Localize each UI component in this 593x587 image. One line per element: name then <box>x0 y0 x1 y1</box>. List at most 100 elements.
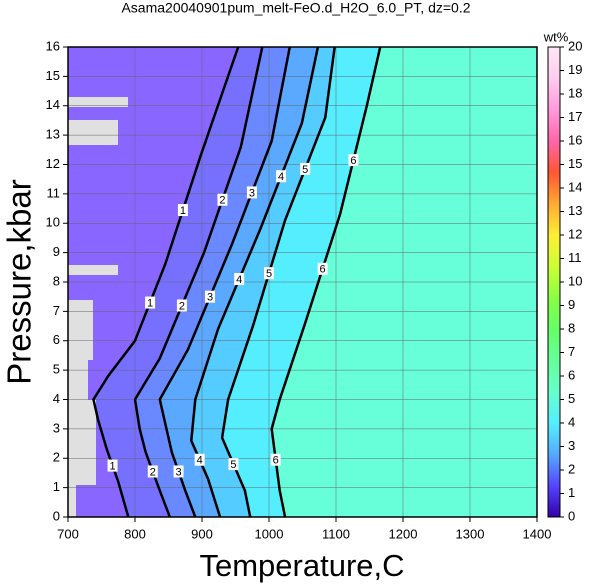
y-tick-label: 13 <box>46 127 60 142</box>
y-tick-label: 12 <box>46 156 60 171</box>
x-axis-label: Temperature,C <box>199 548 404 583</box>
y-tick-label: 9 <box>53 244 60 259</box>
colorbar-tick-label: 5 <box>568 391 575 406</box>
contour-label: 3 <box>207 292 213 304</box>
contour-label-box <box>234 273 245 286</box>
y-tick-label: 4 <box>53 391 60 406</box>
y-tick-label: 6 <box>53 332 60 347</box>
colorbar-tick-label: 8 <box>568 320 575 335</box>
x-tick-label: 1100 <box>322 526 350 541</box>
contour-label: 6 <box>320 264 326 276</box>
x-tick-label: 1400 <box>523 526 552 541</box>
colorbar-tick-label: 11 <box>568 250 582 265</box>
colorbar-tick-label: 6 <box>568 367 575 382</box>
contour-label-box <box>205 290 216 303</box>
colorbar-tick-label: 13 <box>568 203 582 218</box>
no-data-patch <box>68 485 76 517</box>
colorbar-label: wt% <box>543 29 569 44</box>
contour-label: 5 <box>302 164 308 176</box>
contour-label: 3 <box>249 187 255 199</box>
x-tick-label: 1000 <box>255 526 284 541</box>
colorbar-tick-label: 10 <box>568 273 582 288</box>
colorbar-tick-label: 20 <box>568 38 582 53</box>
contour-line <box>270 47 382 517</box>
plot-area: 1 1 1 2 2 2 3 3 3 4 4 4 5 5 5 6 6 6 <box>68 47 537 517</box>
contour-label: 4 <box>197 455 203 467</box>
contour-label: 5 <box>230 459 236 471</box>
y-tick-label: 14 <box>46 97 60 112</box>
x-tick-label: 1200 <box>389 526 418 541</box>
overlay: 700 800 900 1000 1100 1200 1300 140001234567891… <box>46 38 583 541</box>
colorbar-tick-label: 17 <box>568 109 582 124</box>
contour-label: 2 <box>150 466 156 478</box>
x-tick-label: 800 <box>124 526 146 541</box>
no-data-patch <box>68 97 128 107</box>
contour-label-box <box>217 193 228 206</box>
no-data-patch <box>68 400 96 485</box>
contour-label-box <box>177 204 188 217</box>
contour-label-box <box>246 186 257 199</box>
colorbar-tick-label: 14 <box>568 179 582 194</box>
y-tick-label: 16 <box>46 38 60 53</box>
contour-label: 6 <box>350 155 356 167</box>
contour-label-box <box>228 458 239 471</box>
colorbar-tick-label: 0 <box>568 508 575 523</box>
contour-label: 1 <box>147 297 153 309</box>
no-data-patch <box>68 350 88 400</box>
contour-label: 5 <box>266 268 272 280</box>
y-tick-label: 7 <box>53 303 60 318</box>
contour-label-box <box>173 465 184 478</box>
colorbar-tick-label: 3 <box>568 438 575 453</box>
y-tick-label: 8 <box>53 273 60 288</box>
contour-label-box <box>270 453 281 466</box>
y-tick-label: 5 <box>53 362 60 377</box>
y-tick-label: 1 <box>53 479 60 494</box>
y-tick-label: 2 <box>53 450 60 465</box>
x-tick-label: 900 <box>191 526 213 541</box>
colorbar-tick-label: 18 <box>568 85 582 100</box>
colorbar-tick-label: 4 <box>568 414 575 429</box>
y-tick-label: 10 <box>46 215 60 230</box>
colorbar-tick-label: 2 <box>568 461 575 476</box>
contour-label: 1 <box>180 205 186 217</box>
contour-label-box <box>107 459 118 472</box>
contour-label-box <box>176 299 187 312</box>
colorbar <box>547 46 561 518</box>
colorbar-tick-label: 7 <box>568 344 575 359</box>
contour-line <box>158 47 291 517</box>
colorbar-tick-label: 9 <box>568 297 575 312</box>
contour-label: 4 <box>278 171 284 183</box>
no-data-patch <box>68 300 93 360</box>
contour-label-box <box>145 296 156 309</box>
contour-label-box <box>276 170 287 183</box>
contour-label: 1 <box>109 461 115 473</box>
no-data-patch <box>68 265 118 275</box>
y-tick-label: 0 <box>53 508 60 523</box>
colorbar-tick-label: 1 <box>568 485 575 500</box>
contour-label: 2 <box>219 195 225 207</box>
contour-label-box <box>317 262 328 275</box>
contour-line <box>133 47 264 517</box>
y-axis-label: Pressure,kbar <box>1 179 38 384</box>
x-tick-label: 700 <box>57 526 79 541</box>
contour-label-box <box>147 465 158 478</box>
contour-label: 4 <box>236 274 242 286</box>
contour-line <box>220 47 336 517</box>
colorbar-tick-label: 19 <box>568 62 582 77</box>
contour-label: 6 <box>273 455 279 467</box>
chart-title: Asama20040901pum_melt-FeO.d_H2O_6.0_PT, … <box>121 0 470 16</box>
y-tick-label: 3 <box>53 420 60 435</box>
y-tick-label: 15 <box>46 68 60 83</box>
contour-label: 2 <box>179 300 185 312</box>
contour-label-box <box>300 162 311 175</box>
y-tick-label: 11 <box>47 185 61 200</box>
contour-label: 3 <box>175 466 181 478</box>
contour-label-box <box>194 453 205 466</box>
x-tick-label: 1300 <box>456 526 485 541</box>
colorbar-tick-label: 12 <box>568 226 582 241</box>
contour-label-box <box>348 154 359 167</box>
contour-label-box <box>264 267 274 280</box>
colorbar-tick-label: 16 <box>568 132 582 147</box>
contour-line <box>190 47 320 517</box>
